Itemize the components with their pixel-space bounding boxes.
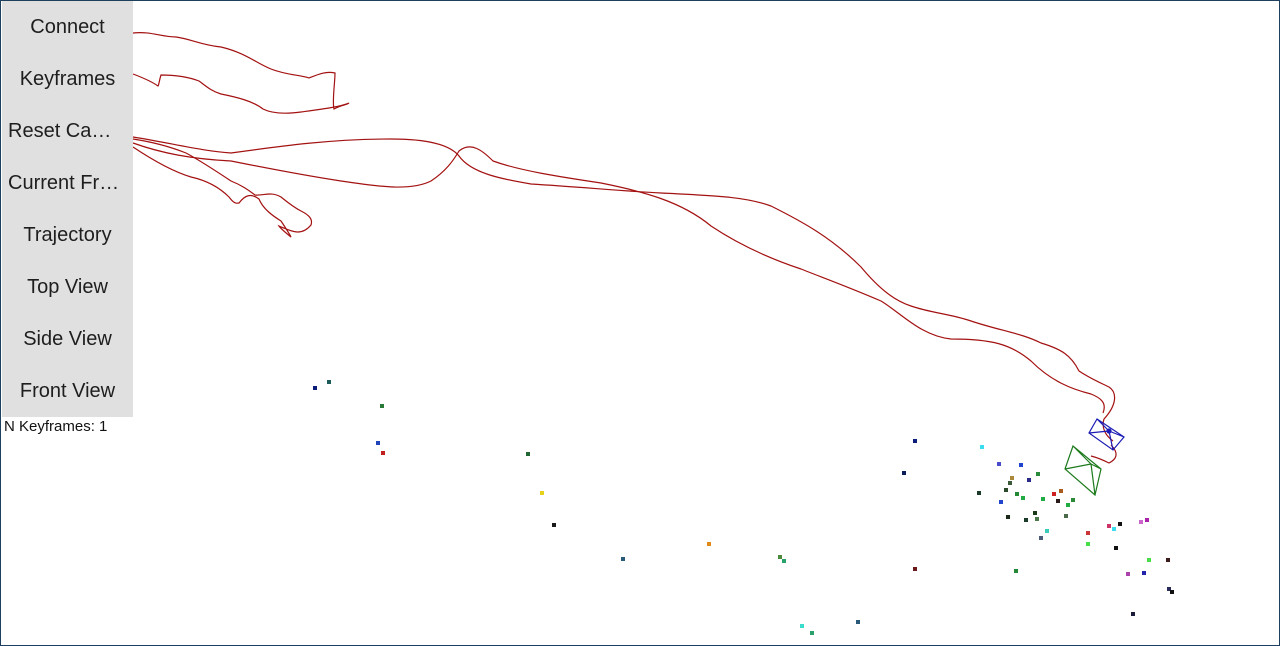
map-point: [1019, 463, 1023, 467]
map-point: [526, 452, 530, 456]
map-point: [902, 471, 906, 475]
keyframe-count-status: N Keyframes: 1: [4, 418, 108, 435]
map-point: [1014, 569, 1018, 573]
map-point: [552, 523, 556, 527]
map-point: [1139, 520, 1143, 524]
map-point: [376, 441, 380, 445]
map-point: [1086, 542, 1090, 546]
map-point: [1166, 558, 1170, 562]
front-view-button[interactable]: Front View: [19, 380, 116, 402]
side-view-button[interactable]: Side View: [23, 328, 112, 350]
map-point: [1027, 478, 1031, 482]
map-point: [1004, 488, 1008, 492]
map-point: [1114, 546, 1118, 550]
map-point: [1107, 524, 1111, 528]
map-point: [999, 500, 1003, 504]
map-point-cloud: [313, 380, 1174, 635]
map-point: [1131, 612, 1135, 616]
map-point: [380, 404, 384, 408]
trajectory-segment: [132, 142, 1105, 414]
map-point: [1126, 572, 1130, 576]
map-point: [810, 631, 814, 635]
map-point: [1064, 514, 1068, 518]
control-panel: Connect Keyframes Reset Camera Current F…: [2, 1, 133, 417]
map-point: [1045, 529, 1049, 533]
map-point: [1066, 503, 1070, 507]
map-point: [1145, 518, 1149, 522]
map-point: [1015, 492, 1019, 496]
map-point: [980, 445, 984, 449]
map-point: [1039, 536, 1043, 540]
map-point: [1033, 511, 1037, 515]
map-point: [1052, 492, 1056, 496]
map-point: [313, 386, 317, 390]
map-point: [856, 620, 860, 624]
trajectory-segment: [132, 136, 1116, 442]
map-point: [1167, 587, 1171, 591]
map-point: [1008, 481, 1012, 485]
map-point: [800, 624, 804, 628]
map-point: [1086, 531, 1090, 535]
map-point: [1024, 518, 1028, 522]
map-point: [621, 557, 625, 561]
trajectory-segment: [132, 138, 313, 238]
map-point: [1006, 515, 1010, 519]
map-point: [327, 380, 331, 384]
map-point: [997, 462, 1001, 466]
map-point: [1142, 571, 1146, 575]
map-point: [778, 555, 782, 559]
map-point: [977, 491, 981, 495]
map-point: [1035, 517, 1039, 521]
trajectory-segment: [132, 31, 350, 114]
keyframes-button[interactable]: Keyframes: [19, 68, 116, 90]
map-point: [1021, 496, 1025, 500]
map-point: [1071, 498, 1075, 502]
map-point: [1041, 497, 1045, 501]
map-point: [381, 451, 385, 455]
map-point: [540, 491, 544, 495]
map-point: [1056, 499, 1060, 503]
map-point: [1036, 472, 1040, 476]
trajectory-path: [132, 31, 1117, 464]
trajectory-segment: [1090, 444, 1117, 464]
top-view-button[interactable]: Top View: [27, 276, 108, 298]
map-point: [1112, 527, 1116, 531]
map-point: [707, 542, 711, 546]
connect-button[interactable]: Connect: [30, 16, 105, 38]
current-camera-frustum: [1088, 418, 1125, 451]
map-point: [1170, 590, 1174, 594]
trajectory-button[interactable]: Trajectory: [23, 224, 112, 246]
map-point: [1010, 476, 1014, 480]
map-point: [782, 559, 786, 563]
current-frame-button[interactable]: Current Frame: [8, 172, 133, 194]
map-point: [1059, 489, 1063, 493]
map-point: [1118, 522, 1122, 526]
reset-camera-button[interactable]: Reset Camera: [8, 120, 133, 142]
map-point: [913, 567, 917, 571]
map-point: [913, 439, 917, 443]
keyframe-camera-frustum: [1064, 444, 1102, 497]
map-point: [1147, 558, 1151, 562]
